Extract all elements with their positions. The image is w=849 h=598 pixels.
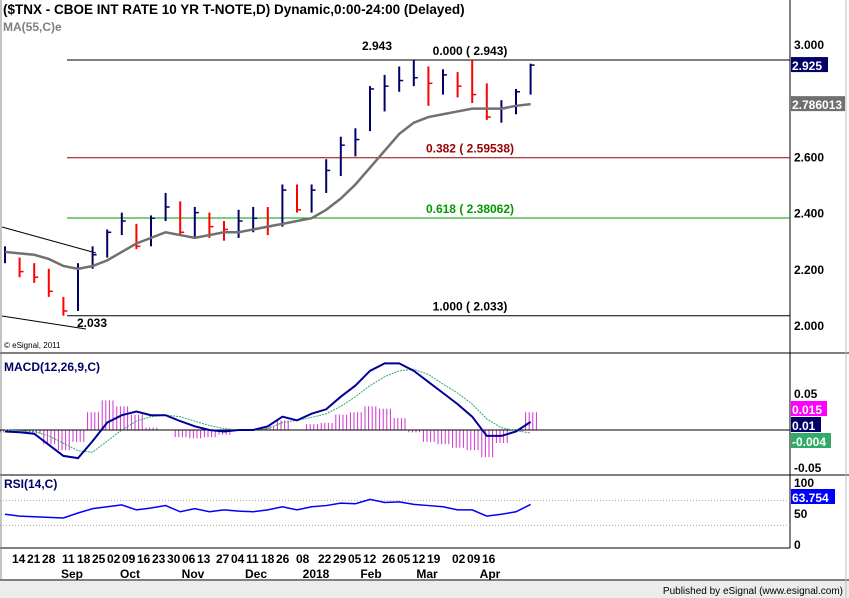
x-axis: 14 21 28 11 18 25 02 09 16 23 30 06 13 27 04 11 18 26 08 22…: [12, 552, 501, 581]
x-tick-day: 13: [197, 552, 211, 566]
x-tick-day: 12: [412, 552, 426, 566]
macd-legend: MACD(12,26,9,C): [4, 360, 100, 374]
macd-tick-label: 0.05: [794, 387, 818, 401]
macd-last-label: 0.01: [792, 419, 816, 433]
ma-last-label: 2.786013: [792, 98, 842, 112]
x-tick-day: 25: [92, 552, 106, 566]
x-tick-day: 05: [348, 552, 362, 566]
last-value-labels: 2.925 2.786013 0.015 0.01 -0.004 63.754: [791, 57, 845, 505]
macd-signal-line: [4, 368, 531, 453]
published-by: Published by eSignal (www.esignal.com): [663, 586, 843, 597]
x-tick-day: 30: [167, 552, 181, 566]
rsi-tick-label: 100: [794, 476, 814, 490]
price-tick-label: 2.000: [794, 319, 824, 333]
signal-last-label-box: [791, 433, 831, 448]
x-tick-day: 21: [27, 552, 41, 566]
x-tick-day: 05: [397, 552, 411, 566]
x-tick-day: 12: [363, 552, 377, 566]
price-tick-label: 2.400: [794, 207, 824, 221]
macd-last-label-box: [791, 417, 821, 432]
x-tick-day: 28: [42, 552, 56, 566]
x-tick-day: 22: [318, 552, 332, 566]
status-bar: [0, 581, 849, 598]
high-annotation: 2.943: [362, 39, 392, 53]
fib-level-label: 0.000 ( 2.943): [433, 44, 508, 58]
x-tick-day: 04: [231, 552, 245, 566]
x-tick-month: Sep: [61, 567, 83, 581]
ma-legend: MA(55,C)e: [3, 20, 62, 34]
price-tick-label: 3.000: [794, 38, 824, 52]
signal-last-label: -0.004: [792, 435, 826, 449]
macd-tick-label: -0.05: [794, 461, 822, 475]
x-tick-day: 18: [77, 552, 91, 566]
x-tick-day: 27: [216, 552, 230, 566]
x-tick-month: Dec: [245, 567, 267, 581]
rsi-line: [4, 498, 531, 519]
x-tick-day: 11: [62, 552, 75, 566]
x-tick-day: 16: [482, 552, 496, 566]
price-tick-label: 2.600: [794, 150, 824, 164]
fibonacci-retracement[interactable]: 0.000 ( 2.943) 0.382 ( 2.59538) 0.618 ( 2.…: [67, 44, 790, 317]
rsi-last-label: 63.754: [792, 491, 829, 505]
low-annotation: 2.033: [77, 316, 107, 330]
x-tick-day: 11: [246, 552, 259, 566]
copyright-text: © eSignal, 2011: [4, 341, 61, 350]
macd-line: [4, 362, 532, 460]
x-tick-day: 06: [182, 552, 196, 566]
x-tick-day: 23: [152, 552, 166, 566]
fib-level-label: 1.000 ( 2.033): [433, 300, 508, 314]
histogram-last-label: 0.015: [792, 403, 822, 417]
x-tick-day: 09: [122, 552, 136, 566]
rsi-legend: RSI(14,C): [4, 477, 57, 491]
ma55-line: [4, 102, 531, 271]
x-tick-day: 26: [276, 552, 290, 566]
channel-upper-trendline[interactable]: [1, 226, 97, 254]
x-tick-day: 09: [467, 552, 481, 566]
x-tick-month: Apr: [480, 567, 501, 581]
fib-level-label: 0.618 ( 2.38062): [426, 202, 514, 216]
x-tick-day: 14: [12, 552, 26, 566]
x-tick-day: 26: [382, 552, 396, 566]
last-price-label: 2.925: [792, 59, 822, 73]
x-tick-day: 02: [452, 552, 466, 566]
x-tick-month: Feb: [360, 567, 381, 581]
x-tick-month: Mar: [416, 567, 438, 581]
ma-last-label-box: [791, 96, 845, 112]
rsi-tick-label: 50: [794, 507, 808, 521]
x-tick-day: 02: [107, 552, 121, 566]
x-tick-day: 08: [296, 552, 310, 566]
fib-level-label: 0.382 ( 2.59538): [426, 142, 514, 156]
rsi-tick-label: 0: [794, 538, 801, 552]
x-tick-day: 16: [137, 552, 151, 566]
channel-lower-trendline[interactable]: [1, 315, 87, 330]
last-price-label-box: [791, 57, 828, 73]
x-tick-day: 19: [427, 552, 441, 566]
x-tick-day: 29: [333, 552, 347, 566]
macd-histogram: [0, 400, 537, 458]
x-tick-month: 2018: [303, 567, 330, 581]
x-tick-day: 18: [261, 552, 275, 566]
x-tick-month: Nov: [182, 567, 205, 581]
x-tick-month: Oct: [120, 567, 140, 581]
histogram-last-label-box: [791, 401, 827, 416]
price-tick-label: 2.200: [794, 263, 824, 277]
rsi-last-label-box: [791, 489, 835, 504]
chart-title: ($TNX - CBOE INT RATE 10 YR T-NOTE,D) Dy…: [3, 2, 465, 17]
